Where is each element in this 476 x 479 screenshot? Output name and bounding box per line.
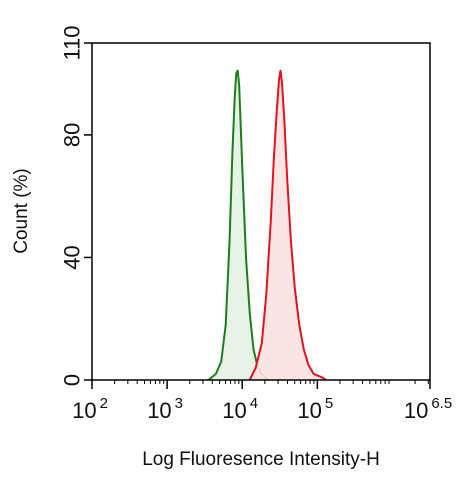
x-tick-label: 10 6.5 [404, 395, 452, 423]
y-tick-label: 0 [60, 374, 85, 386]
x-tick-label: 10 5 [297, 395, 333, 423]
series-1-area [208, 70, 269, 380]
x-tick-label: 10 3 [147, 395, 183, 423]
x-axis: 10 2 10 3 10 4 10 5 10 6.5 [72, 380, 452, 423]
y-tick-label: 110 [60, 25, 85, 60]
x-tick-label: 10 4 [222, 395, 258, 423]
x-tick-label: 10 2 [72, 395, 108, 423]
y-tick-label: 80 [60, 123, 85, 147]
y-axis: 0 40 80 110 [60, 25, 92, 386]
plot-frame [91, 42, 431, 381]
y-tick-label: 40 [60, 245, 85, 269]
x-axis-label: Log Fluoresence Intensity-H [142, 449, 380, 470]
plot-area [207, 69, 327, 381]
series-2-area [249, 70, 327, 380]
y-axis-label: Count (%) [11, 168, 32, 254]
series-2-line [248, 69, 327, 381]
